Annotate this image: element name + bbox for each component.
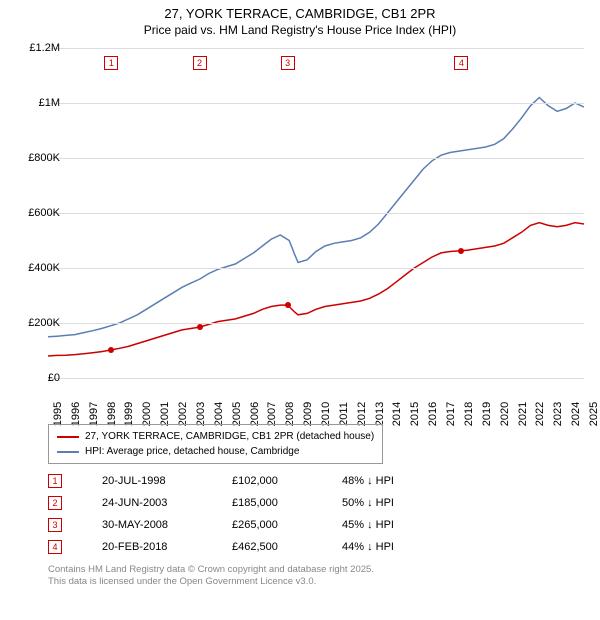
x-tick-label: 2004	[213, 402, 225, 426]
y-tick-label: £200K	[28, 317, 60, 329]
row-marker: 2	[48, 496, 62, 510]
x-tick-label: 2014	[391, 402, 403, 426]
row-pct: 45% ↓ HPI	[342, 519, 442, 531]
x-tick-label: 1995	[52, 402, 64, 426]
marker-label: 2	[193, 56, 207, 70]
legend-label: 27, YORK TERRACE, CAMBRIDGE, CB1 2PR (de…	[85, 431, 374, 442]
y-tick-label: £600K	[28, 207, 60, 219]
x-tick-label: 1996	[70, 402, 82, 426]
gridline	[48, 378, 584, 379]
x-tick-label: 2006	[249, 402, 261, 426]
row-date: 30-MAY-2008	[102, 519, 232, 531]
legend-swatch	[57, 436, 79, 438]
x-tick-label: 2017	[445, 402, 457, 426]
row-price: £265,000	[232, 519, 342, 531]
x-tick-label: 2024	[570, 402, 582, 426]
table-row: 1 20-JUL-1998£102,00048% ↓ HPI	[48, 470, 442, 492]
marker-dot	[285, 302, 291, 308]
x-tick-label: 2011	[338, 402, 350, 426]
y-tick-label: £1M	[39, 97, 60, 109]
row-price: £462,500	[232, 541, 342, 553]
x-tick-label: 2001	[159, 402, 171, 426]
chart-area	[48, 48, 584, 378]
row-date: 20-FEB-2018	[102, 541, 232, 553]
chart-container: 27, YORK TERRACE, CAMBRIDGE, CB1 2PR Pri…	[0, 0, 600, 620]
title-block: 27, YORK TERRACE, CAMBRIDGE, CB1 2PR Pri…	[0, 0, 600, 37]
x-tick-label: 2012	[356, 402, 368, 426]
transaction-table: 1 20-JUL-1998£102,00048% ↓ HPI 2 24-JUN-200…	[48, 470, 442, 558]
gridline	[48, 323, 584, 324]
table-row: 3 30-MAY-2008£265,00045% ↓ HPI	[48, 514, 442, 536]
row-marker: 3	[48, 518, 62, 532]
gridline	[48, 213, 584, 214]
legend-swatch	[57, 451, 79, 453]
x-tick-label: 2005	[231, 402, 243, 426]
x-tick-label: 2023	[552, 402, 564, 426]
legend-item: 27, YORK TERRACE, CAMBRIDGE, CB1 2PR (de…	[57, 429, 374, 444]
marker-label: 3	[281, 56, 295, 70]
x-axis: 1995199619971998199920002001200220032004…	[48, 382, 584, 422]
table-row: 4 20-FEB-2018£462,50044% ↓ HPI	[48, 536, 442, 558]
x-tick-label: 2021	[517, 402, 529, 426]
x-tick-label: 2015	[409, 402, 421, 426]
y-tick-label: £400K	[28, 262, 60, 274]
x-tick-label: 2010	[320, 402, 332, 426]
y-tick-label: £1.2M	[29, 42, 60, 54]
series-line	[48, 98, 584, 337]
row-pct: 48% ↓ HPI	[342, 475, 442, 487]
x-tick-label: 1999	[123, 402, 135, 426]
footer-line-2: This data is licensed under the Open Gov…	[48, 576, 374, 588]
x-tick-label: 2007	[266, 402, 278, 426]
row-pct: 44% ↓ HPI	[342, 541, 442, 553]
row-marker: 1	[48, 474, 62, 488]
footer-attribution: Contains HM Land Registry data © Crown c…	[48, 564, 374, 589]
x-tick-label: 1998	[106, 402, 118, 426]
marker-label: 4	[454, 56, 468, 70]
gridline	[48, 103, 584, 104]
x-tick-label: 2018	[463, 402, 475, 426]
x-tick-label: 2002	[177, 402, 189, 426]
page-subtitle: Price paid vs. HM Land Registry's House …	[0, 23, 600, 37]
series-line	[48, 223, 584, 356]
row-marker: 4	[48, 540, 62, 554]
gridline	[48, 48, 584, 49]
marker-label: 1	[104, 56, 118, 70]
x-tick-label: 2022	[534, 402, 546, 426]
legend: 27, YORK TERRACE, CAMBRIDGE, CB1 2PR (de…	[48, 424, 383, 464]
gridline	[48, 158, 584, 159]
legend-label: HPI: Average price, detached house, Camb…	[85, 446, 299, 457]
x-tick-label: 2013	[374, 402, 386, 426]
row-date: 20-JUL-1998	[102, 475, 232, 487]
gridline	[48, 268, 584, 269]
table-row: 2 24-JUN-2003£185,00050% ↓ HPI	[48, 492, 442, 514]
marker-dot	[108, 347, 114, 353]
x-tick-label: 2009	[302, 402, 314, 426]
x-tick-label: 2003	[195, 402, 207, 426]
x-tick-label: 1997	[88, 402, 100, 426]
page-title: 27, YORK TERRACE, CAMBRIDGE, CB1 2PR	[0, 6, 600, 23]
x-tick-label: 2016	[427, 402, 439, 426]
marker-dot	[458, 248, 464, 254]
x-tick-label: 2008	[284, 402, 296, 426]
y-tick-label: £800K	[28, 152, 60, 164]
row-price: £102,000	[232, 475, 342, 487]
legend-item: HPI: Average price, detached house, Camb…	[57, 444, 374, 459]
x-tick-label: 2020	[499, 402, 511, 426]
x-tick-label: 2025	[588, 402, 600, 426]
row-pct: 50% ↓ HPI	[342, 497, 442, 509]
x-tick-label: 2019	[481, 402, 493, 426]
row-date: 24-JUN-2003	[102, 497, 232, 509]
x-tick-label: 2000	[141, 402, 153, 426]
marker-dot	[197, 324, 203, 330]
footer-line-1: Contains HM Land Registry data © Crown c…	[48, 564, 374, 576]
row-price: £185,000	[232, 497, 342, 509]
